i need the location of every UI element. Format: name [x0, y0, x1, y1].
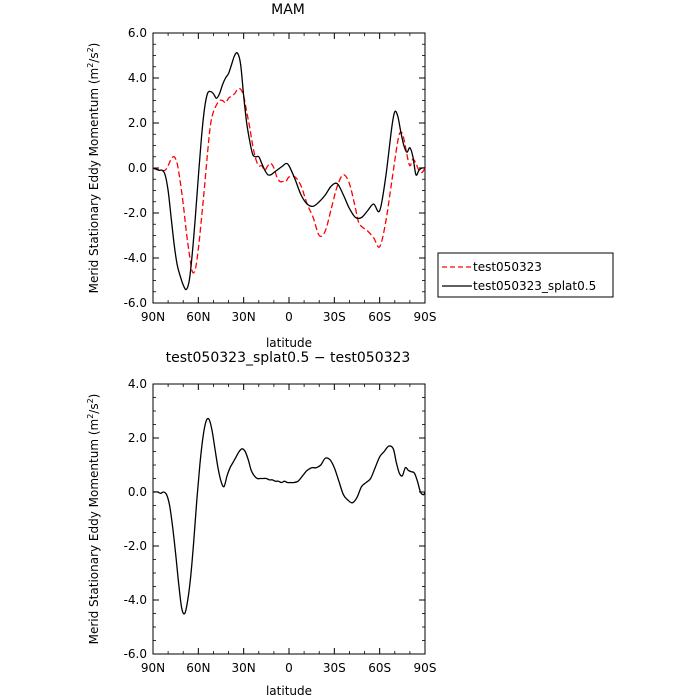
y-tick-label: 6.0	[128, 26, 147, 40]
legend-label-series-2: test050323_splat0.5	[473, 279, 596, 293]
tick-marks	[152, 32, 426, 304]
series-line-1	[152, 87, 426, 274]
y-tick-label: 4.0	[128, 71, 147, 85]
x-tick-label: 30S	[323, 661, 346, 675]
y-tick-label: 0.0	[128, 485, 147, 499]
y-axis-label-close: )	[87, 394, 101, 399]
y-tick-label: -2.0	[124, 206, 147, 220]
panel-bottom: test050323_splat0.5 − test050323 4.0 2.0 0…	[86, 350, 436, 698]
y-tick-label: 0.0	[128, 161, 147, 175]
x-axis-label: latitude	[266, 336, 312, 350]
x-axis-label: latitude	[266, 684, 312, 698]
y-axis-label-main: Merid Stationary Eddy Momentum (m	[87, 419, 101, 645]
y-axis-label-sup: 2	[86, 398, 95, 403]
x-tick-label: 30N	[232, 310, 256, 324]
x-tick-labels: 90N 60N 30N 0 30S 60S 90S	[141, 310, 437, 324]
y-tick-label: 2.0	[128, 431, 147, 445]
x-tick-label: 30N	[232, 661, 256, 675]
series-line-2	[152, 52, 426, 291]
x-tick-label: 90N	[141, 310, 165, 324]
plot-frame	[152, 383, 426, 655]
y-axis-label-close: )	[87, 43, 101, 48]
x-tick-label: 60N	[186, 661, 210, 675]
x-tick-label: 0	[285, 310, 293, 324]
x-tick-label: 60N	[186, 310, 210, 324]
y-tick-label: 2.0	[128, 116, 147, 130]
y-tick-label: -4.0	[124, 251, 147, 265]
x-tick-label: 90S	[414, 661, 437, 675]
legend: test050323 test050323_splat0.5	[437, 252, 614, 298]
y-axis-label-sup: 2	[86, 63, 95, 68]
chart-title: MAM	[271, 2, 305, 18]
y-axis-label-unit: /s	[87, 52, 101, 62]
y-tick-labels: 6.0 4.0 2.0 0.0 -2.0 -4.0 -6.0	[124, 26, 147, 310]
x-tick-labels: 90N 60N 30N 0 30S 60S 90S	[141, 661, 437, 675]
y-axis-label-unit: /s	[87, 403, 101, 413]
y-axis-label-main: Merid Stationary Eddy Momentum (m	[87, 68, 101, 294]
x-tick-label: 0	[285, 661, 293, 675]
y-tick-label: -2.0	[124, 539, 147, 553]
chart-title: test050323_splat0.5 − test050323	[166, 350, 411, 366]
legend-box	[437, 252, 614, 298]
y-axis-label-sup: 2	[86, 47, 95, 52]
series-lines	[152, 417, 426, 615]
y-axis-label-sup: 2	[86, 414, 95, 419]
x-tick-label: 60S	[368, 310, 391, 324]
x-tick-label: 60S	[368, 661, 391, 675]
plot-frame	[152, 32, 426, 304]
panel-top: MAM 6.0 4.0 2.0 0.0 -2.0 -4.0 -6.0 90N 60N 30N 0 3…	[86, 2, 614, 350]
y-tick-label: 4.0	[128, 377, 147, 391]
series-lines	[152, 52, 426, 291]
y-tick-label: -6.0	[124, 296, 147, 310]
y-axis-label: Merid Stationary Eddy Momentum (m2/s2)	[86, 394, 101, 645]
x-tick-label: 30S	[323, 310, 346, 324]
y-tick-label: -4.0	[124, 593, 147, 607]
series-line-1	[152, 417, 426, 615]
legend-label-series-1: test050323	[473, 260, 542, 274]
y-tick-labels: 4.0 2.0 0.0 -2.0 -4.0 -6.0	[124, 377, 147, 661]
y-tick-label: -6.0	[124, 647, 147, 661]
y-axis-label: Merid Stationary Eddy Momentum (m2/s2)	[86, 43, 101, 294]
tick-marks	[152, 383, 426, 655]
x-tick-label: 90S	[414, 310, 437, 324]
x-tick-label: 90N	[141, 661, 165, 675]
